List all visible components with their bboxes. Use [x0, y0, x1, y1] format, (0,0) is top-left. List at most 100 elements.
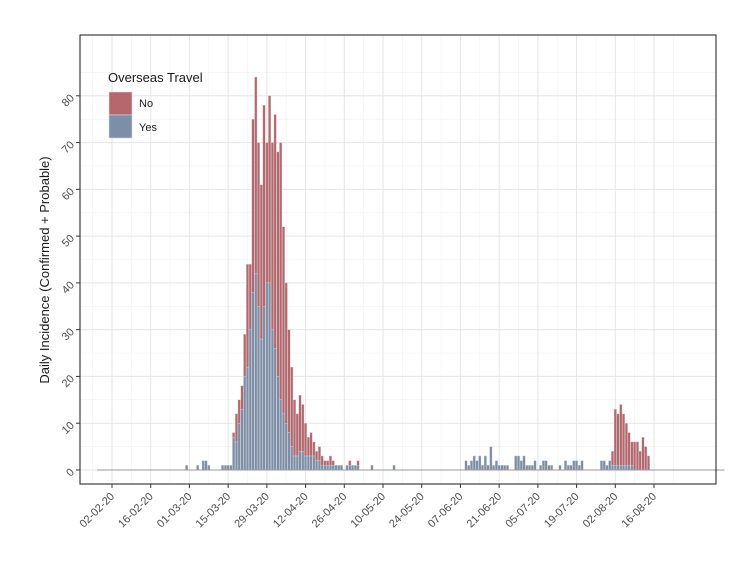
bar-yes [329, 465, 332, 471]
bar-yes [320, 465, 324, 471]
bar-yes [392, 465, 396, 471]
bar-no [287, 329, 291, 433]
bar-yes [259, 338, 263, 471]
bar-yes [246, 366, 249, 471]
bar-yes [287, 432, 291, 471]
bar-no [259, 184, 263, 340]
bar-yes [348, 465, 352, 471]
bar-no [348, 460, 352, 466]
bar-yes [226, 465, 230, 471]
bar-yes [517, 455, 520, 471]
bar-no [257, 142, 260, 307]
bar-yes [506, 465, 509, 471]
bar-no [624, 423, 628, 466]
bar-yes [533, 460, 537, 471]
legend-label-no: No [139, 98, 153, 110]
panel-border [79, 34, 717, 485]
bar-yes [566, 465, 570, 471]
bar-yes [290, 446, 294, 471]
bar-yes [207, 465, 211, 471]
legend: Overseas Travel No Yes [108, 70, 203, 139]
bar-no [331, 460, 335, 466]
bar-yes [229, 465, 233, 471]
bar-yes [483, 455, 487, 471]
bars-yes-series [185, 273, 634, 471]
bar-yes [525, 465, 529, 471]
bar-no [326, 460, 330, 466]
bar-yes [514, 455, 518, 471]
bar-yes [279, 399, 283, 471]
bar-no [265, 142, 269, 284]
bar-no [293, 399, 296, 457]
bar-no [270, 142, 274, 330]
bar-yes [204, 460, 208, 471]
bar-no [312, 441, 316, 457]
bar-no [240, 385, 244, 410]
bar-no [317, 446, 321, 461]
bar-yes [257, 306, 260, 471]
bar-no [290, 366, 294, 447]
bar-yes [503, 465, 507, 471]
bar-yes [519, 460, 523, 471]
bar-no [246, 264, 249, 368]
bar-yes [334, 465, 338, 471]
bar-yes [185, 465, 189, 471]
bar-yes [481, 465, 484, 471]
bar-yes [577, 465, 581, 471]
bar-yes [580, 460, 584, 471]
bar-yes [500, 465, 504, 471]
bar-no [329, 455, 332, 466]
bar-yes [541, 460, 545, 471]
bar-yes [622, 465, 626, 471]
bar-yes [602, 460, 606, 471]
bar-yes [486, 465, 490, 471]
bar-yes [268, 282, 272, 471]
bar-yes [323, 465, 327, 471]
bar-yes [248, 329, 252, 471]
bar-yes [312, 455, 316, 471]
bar-yes [273, 348, 277, 471]
bar-no [279, 142, 283, 400]
bar-yes [475, 460, 479, 471]
bar-yes [262, 306, 266, 471]
bar-yes [547, 465, 551, 471]
bar-yes [616, 465, 620, 471]
bar-yes [353, 465, 357, 471]
bar-no [630, 441, 634, 466]
bar-yes [575, 460, 578, 471]
bar-no [644, 446, 648, 471]
bar-yes [221, 465, 225, 471]
bar-no [304, 423, 307, 457]
y-axis-title: Daily Incidence (Confirmed + Probable) [37, 156, 52, 383]
bar-yes [331, 465, 335, 471]
bar-no [232, 432, 236, 438]
bar-yes [608, 460, 612, 471]
bar-yes [470, 460, 473, 471]
bar-no [301, 404, 305, 452]
bar-no [613, 408, 617, 466]
bar-yes [223, 465, 227, 471]
bar-yes [624, 465, 628, 471]
bar-no [616, 413, 620, 466]
bar-no [315, 451, 319, 461]
bar-yes [572, 460, 576, 471]
bar-yes [337, 465, 341, 471]
bar-no [254, 76, 258, 274]
bar-yes [522, 455, 526, 471]
bar-no [284, 282, 288, 424]
bar-yes [611, 465, 614, 471]
bars-no-series [232, 76, 650, 471]
bar-no [647, 455, 650, 471]
bar-yes [613, 465, 617, 471]
bar-yes [370, 465, 374, 471]
bar-yes [530, 465, 534, 471]
bar-no [298, 394, 302, 452]
bar-no [320, 455, 324, 466]
bar-yes [489, 446, 493, 471]
bar-yes [309, 455, 313, 471]
bar-yes [478, 455, 482, 471]
bar-yes [467, 465, 471, 471]
bar-no [248, 264, 252, 330]
legend-title: Overseas Travel [108, 70, 203, 85]
